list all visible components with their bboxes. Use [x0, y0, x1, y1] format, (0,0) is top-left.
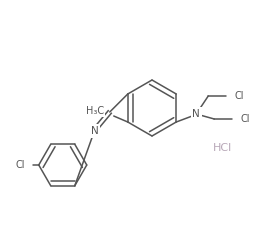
Text: H₃C: H₃C: [86, 106, 104, 116]
Text: N: N: [193, 109, 200, 119]
Text: Cl: Cl: [15, 160, 25, 170]
Text: N: N: [91, 126, 98, 136]
Text: Cl: Cl: [234, 91, 244, 101]
Text: HCl: HCl: [212, 143, 232, 153]
Text: Cl: Cl: [240, 114, 250, 124]
